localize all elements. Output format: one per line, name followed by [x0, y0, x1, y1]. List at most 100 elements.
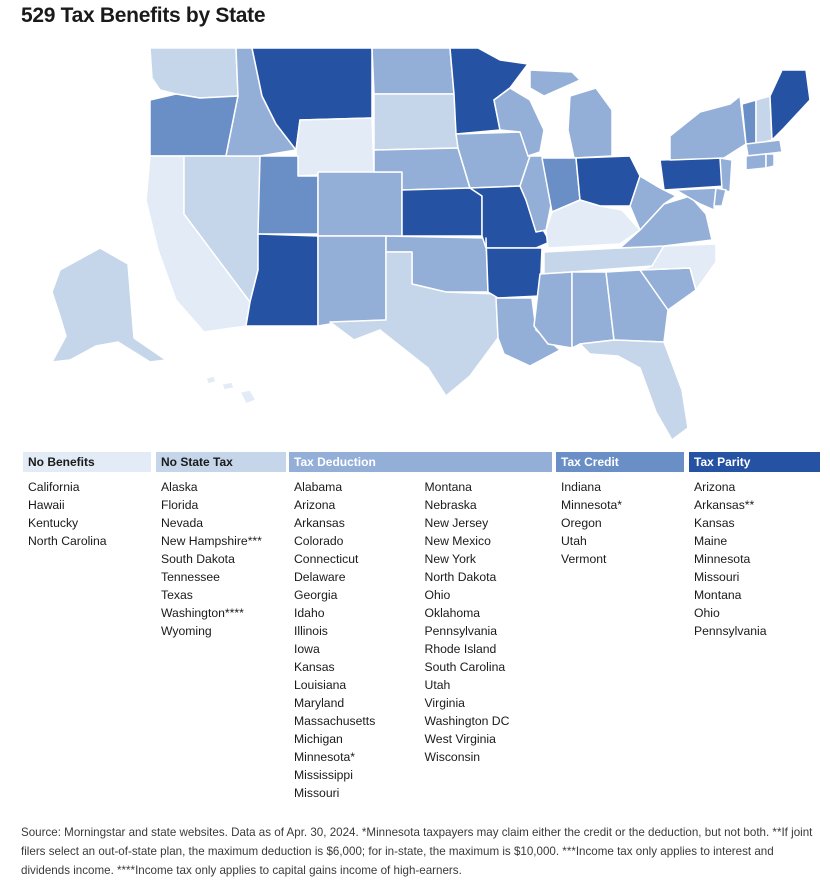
list-item: Nebraska [424, 498, 477, 512]
legend-no-benefits-list: California Hawaii Kentucky North Carolin… [23, 478, 151, 550]
list-item: Kansas [294, 660, 335, 674]
list-item: Minnesota* [294, 750, 355, 764]
legend-tax-deduction-list-2: Montana Nebraska New Jersey New Mexico N… [420, 478, 552, 802]
legend-tax-deduction-header: Tax Deduction [289, 452, 552, 472]
legend-tax-credit: Tax Credit Indiana Minnesota* Oregon Uta… [556, 452, 684, 568]
list-item: Georgia [294, 588, 338, 602]
state-oregon [149, 93, 239, 157]
state-wisconsin [493, 87, 545, 157]
list-item: Massachusetts [294, 714, 376, 728]
state-west-virginia [629, 175, 677, 231]
state-north-dakota [371, 47, 455, 95]
state-new-mexico [317, 235, 387, 327]
state-florida [579, 339, 689, 441]
list-item: Arizona [294, 498, 336, 512]
list-item: Pennsylvania [694, 624, 767, 638]
list-item: Texas [161, 588, 193, 602]
list-item: Mississippi [294, 768, 353, 782]
state-alaska [51, 247, 167, 363]
list-item: Maine [694, 534, 728, 548]
state-hawaii-3 [239, 389, 257, 405]
list-item: South Dakota [161, 552, 235, 566]
state-kansas [401, 187, 483, 237]
legend-no-benefits: No Benefits California Hawaii Kentucky N… [23, 452, 151, 550]
state-michigan [567, 87, 613, 159]
list-item: North Dakota [424, 570, 497, 584]
list-item: Idaho [294, 606, 325, 620]
state-mississippi [533, 271, 573, 349]
state-massachusetts [745, 139, 783, 157]
list-item: Florida [161, 498, 199, 512]
list-item: Ohio [694, 606, 720, 620]
list-item: Delaware [294, 570, 346, 584]
list-item: California [28, 480, 80, 494]
legend-tax-credit-header: Tax Credit [556, 452, 684, 472]
state-colorado [317, 171, 403, 237]
list-item: Wisconsin [424, 750, 481, 764]
state-new-jersey [719, 157, 733, 193]
state-michigan-up [529, 69, 581, 97]
list-item: Ohio [424, 588, 451, 602]
legend-no-benefits-header: No Benefits [23, 452, 151, 472]
list-item: Rhode Island [424, 642, 497, 656]
state-hawaii-1 [205, 375, 217, 385]
list-item: Alaska [161, 480, 198, 494]
legend-no-state-tax-list: Alaska Florida Nevada New Hampshire*** S… [156, 478, 286, 640]
list-item: Colorado [294, 534, 344, 548]
state-maine [769, 69, 811, 141]
legend-tax-parity-list: Arizona Arkansas** Kansas Maine Minnesot… [689, 478, 820, 640]
state-kentucky [545, 199, 641, 249]
legend-tax-credit-list: Indiana Minnesota* Oregon Utah Vermont [556, 478, 684, 568]
list-item: Montana [694, 588, 742, 602]
list-item: Kansas [694, 516, 735, 530]
list-item: Missouri [694, 570, 740, 584]
list-item: Washington**** [161, 606, 244, 620]
state-virginia [619, 195, 713, 249]
chart-title: 529 Tax Benefits by State [21, 4, 266, 27]
state-rhode-island [765, 153, 775, 169]
legend-no-state-tax: No State Tax Alaska Florida Nevada New H… [156, 452, 286, 640]
list-item: Arizona [694, 480, 736, 494]
state-wyoming [295, 117, 375, 177]
list-item: Minnesota [694, 552, 751, 566]
legend-tax-deduction-list-1: Alabama Arizona Arkansas Colorado Connec… [289, 478, 420, 802]
us-state-map [51, 47, 811, 441]
list-item: Kentucky [28, 516, 79, 530]
list-item: Utah [424, 678, 451, 692]
list-item: Washington DC [424, 714, 510, 728]
list-item: West Virginia [424, 732, 496, 746]
state-south-dakota [373, 93, 459, 151]
state-hawaii-2 [221, 381, 235, 391]
list-item: New Mexico [424, 534, 491, 548]
list-item: New York [424, 552, 477, 566]
legend-tax-deduction: Tax Deduction Alabama Arizona Arkansas C… [289, 452, 552, 802]
state-louisiana [495, 297, 561, 367]
state-ohio [575, 155, 641, 207]
list-item: Alabama [294, 480, 343, 494]
list-item: Arkansas** [694, 498, 755, 512]
list-item: Virginia [424, 696, 465, 710]
state-texas [329, 251, 499, 397]
list-item: Louisiana [294, 678, 347, 692]
legend-no-state-tax-header: No State Tax [156, 452, 286, 472]
legend-tax-parity: Tax Parity Arizona Arkansas** Kansas Mai… [689, 452, 820, 640]
list-item: Oregon [561, 516, 602, 530]
state-pennsylvania [659, 157, 727, 191]
state-new-york [669, 95, 747, 161]
legend-tax-parity-header: Tax Parity [689, 452, 820, 472]
list-item: Iowa [294, 642, 320, 656]
state-maryland [675, 187, 717, 211]
list-item: Michigan [294, 732, 343, 746]
list-item: Nevada [161, 516, 204, 530]
source-footnote: Source: Morningstar and state websites. … [21, 826, 813, 877]
state-washington [149, 47, 239, 99]
list-item: Illinois [294, 624, 328, 638]
list-item: Missouri [294, 786, 340, 800]
list-item: New Jersey [424, 516, 489, 530]
list-item: Vermont [561, 552, 607, 566]
list-item: Wyoming [161, 624, 212, 638]
list-item: Minnesota* [561, 498, 622, 512]
list-item: Connecticut [294, 552, 359, 566]
state-iowa [455, 131, 531, 189]
list-item: Arkansas [294, 516, 345, 530]
